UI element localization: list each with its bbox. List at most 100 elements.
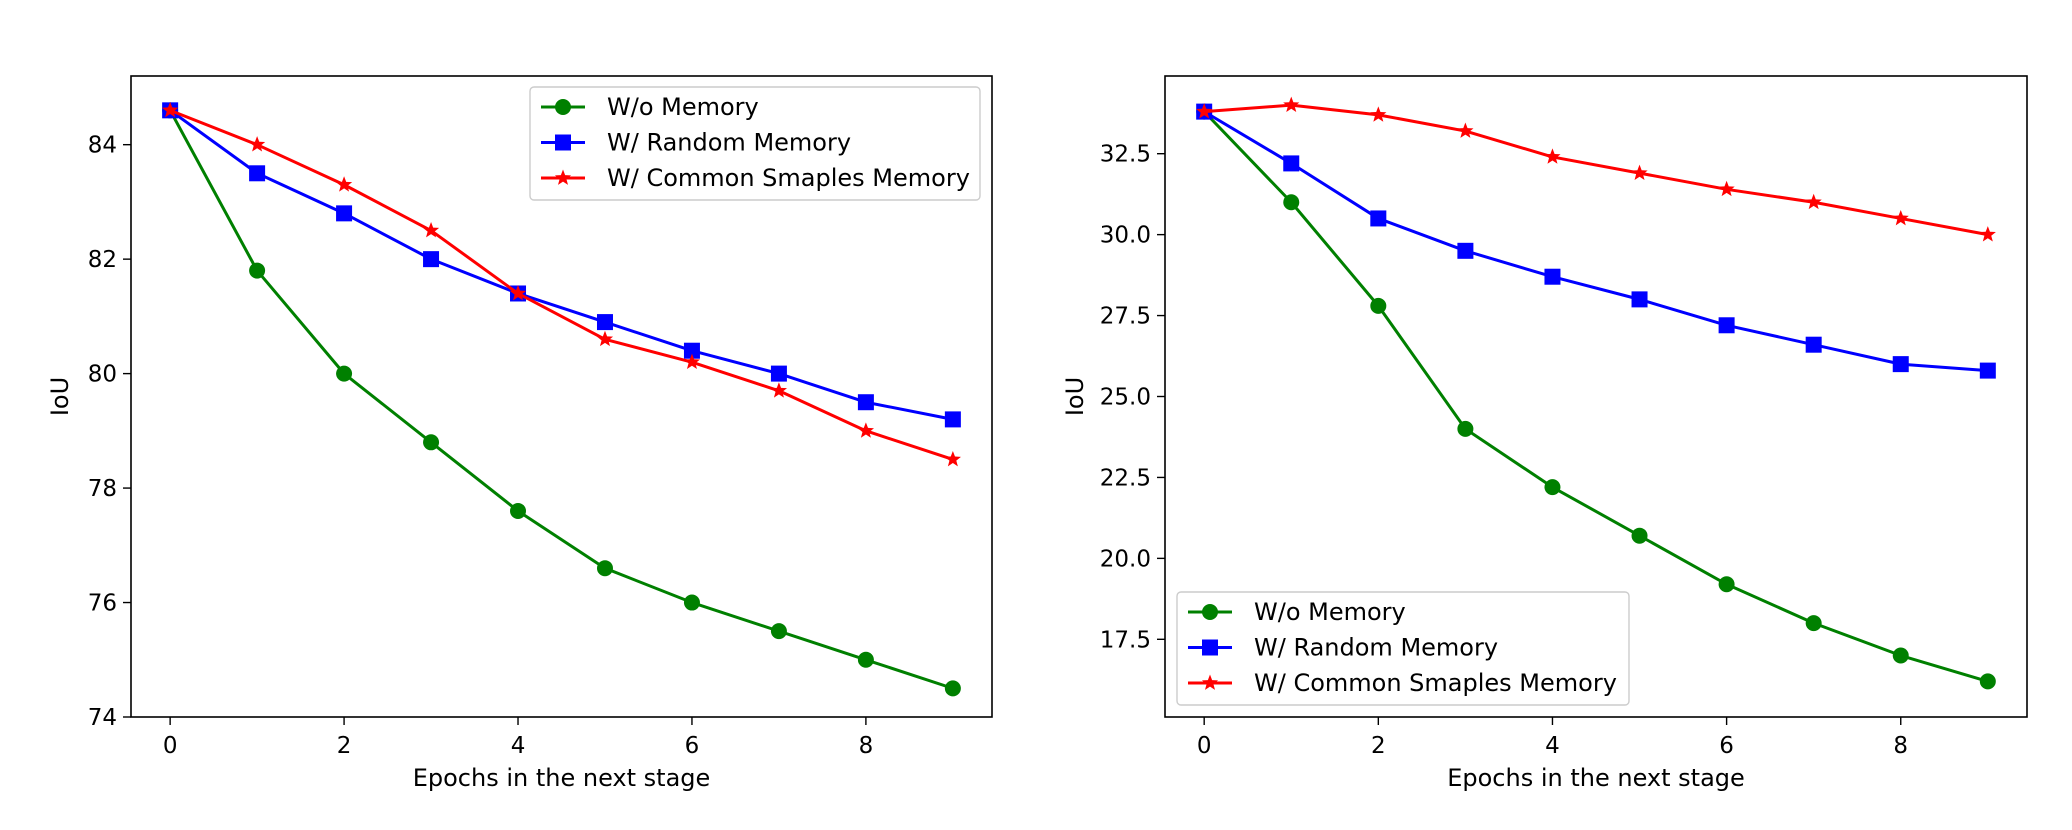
data-point (423, 434, 440, 451)
data-point (1805, 615, 1822, 632)
data-point (857, 394, 874, 411)
legend-marker (1202, 639, 1218, 656)
x-tick-label: 4 (511, 733, 526, 759)
data-point (1718, 317, 1735, 334)
data-point (596, 314, 613, 331)
data-point (770, 623, 787, 640)
data-point (770, 382, 788, 398)
series-line (1203, 110, 1989, 683)
data-point (1544, 148, 1561, 164)
x-tick-label: 2 (1371, 733, 1386, 759)
x-tick-label: 4 (1545, 733, 1560, 759)
y-tick-label: 32.5 (1100, 142, 1151, 168)
data-point (944, 450, 961, 467)
data-point (857, 651, 874, 668)
data-point (1718, 180, 1735, 197)
y-tick-label: 22.5 (1100, 465, 1151, 491)
data-point (1457, 122, 1474, 138)
data-point (335, 176, 353, 192)
data-point (770, 365, 787, 382)
y-axis-label: IoU (1061, 377, 1089, 416)
data-point (1370, 210, 1387, 227)
chart-right: 0 2 4 6 8 17.5 20.0 22.5 25.0 27.5 30.0 32.5 Epochs … (1061, 75, 2028, 792)
data-point (509, 284, 527, 301)
y-tick-label: 82 (88, 247, 117, 273)
data-point (336, 365, 353, 382)
data-point (1283, 96, 1300, 113)
x-tick-label: 8 (1893, 733, 1908, 759)
legend-label: W/o Memory (1254, 598, 1406, 626)
data-point (683, 594, 700, 611)
data-point (1283, 155, 1300, 172)
series-line (169, 109, 954, 421)
data-point (1718, 576, 1735, 593)
data-point (1892, 209, 1909, 226)
chart-left: 0 2 4 6 8 74 76 78 80 82 84 Epochs in the next stag… (46, 75, 993, 792)
series-line (1203, 110, 1988, 373)
data-point (1196, 103, 1213, 119)
legend-label: W/ Common Smaples Memory (1254, 669, 1617, 697)
x-tick-label: 2 (337, 733, 352, 759)
legend-box (529, 86, 981, 201)
data-point (336, 205, 353, 222)
data-point (596, 330, 614, 347)
data-point (596, 560, 613, 577)
legend-label: W/ Common Smaples Memory (607, 164, 970, 192)
data-point (249, 165, 266, 182)
legend-marker (555, 99, 571, 115)
legend-label: W/o Memory (607, 93, 759, 121)
series-line (169, 108, 954, 461)
y-tick-label: 20.0 (1100, 546, 1151, 572)
data-point (1979, 673, 1996, 690)
y-tick-label: 25.0 (1100, 385, 1151, 411)
y-tick-label: 84 (88, 133, 117, 159)
series-line (1204, 103, 1989, 237)
y-tick-label: 76 (88, 591, 117, 617)
x-tick-label: 6 (685, 733, 700, 759)
data-point (944, 680, 961, 697)
data-point (683, 342, 700, 359)
y-tick-label: 78 (88, 476, 117, 502)
x-axis-label: Epochs in the next stage (1447, 764, 1745, 792)
data-point (944, 411, 961, 428)
data-point (1805, 336, 1822, 353)
x-tick-label: 0 (1197, 733, 1212, 759)
data-point (1631, 291, 1648, 308)
data-point (249, 262, 266, 279)
y-tick-label: 17.5 (1100, 627, 1151, 653)
y-tick-label: 27.5 (1100, 304, 1151, 330)
legend-marker (1201, 674, 1219, 690)
data-point (1979, 362, 1996, 379)
data-point (1805, 193, 1822, 210)
legend-marker (554, 169, 572, 185)
data-point (162, 101, 179, 118)
legend-label: W/ Random Memory (607, 129, 851, 157)
data-point (1892, 647, 1909, 664)
data-point (1370, 297, 1387, 314)
y-tick-label: 74 (88, 705, 117, 731)
data-point (1979, 226, 1996, 242)
data-point (1370, 106, 1387, 122)
x-tick-label: 0 (163, 733, 178, 759)
legend-label: W/ Random Memory (1254, 634, 1498, 662)
x-axis-label: Epochs in the next stage (413, 764, 711, 792)
data-point (1892, 356, 1909, 373)
plot-frame (130, 75, 993, 718)
legend-marker (555, 134, 571, 151)
data-point (1283, 194, 1300, 211)
data-point (1544, 479, 1561, 496)
data-point (857, 422, 874, 438)
y-axis-label: IoU (46, 377, 74, 416)
data-point (422, 222, 440, 238)
data-point (1631, 164, 1648, 180)
data-point (249, 136, 266, 152)
x-tick-label: 8 (859, 733, 874, 759)
legend-box (1176, 591, 1630, 706)
y-tick-label: 80 (88, 362, 117, 388)
legend-marker (1202, 604, 1218, 620)
data-point (510, 502, 527, 519)
data-point (1631, 527, 1648, 544)
x-tick-label: 6 (1719, 733, 1734, 759)
data-point (1544, 268, 1561, 285)
